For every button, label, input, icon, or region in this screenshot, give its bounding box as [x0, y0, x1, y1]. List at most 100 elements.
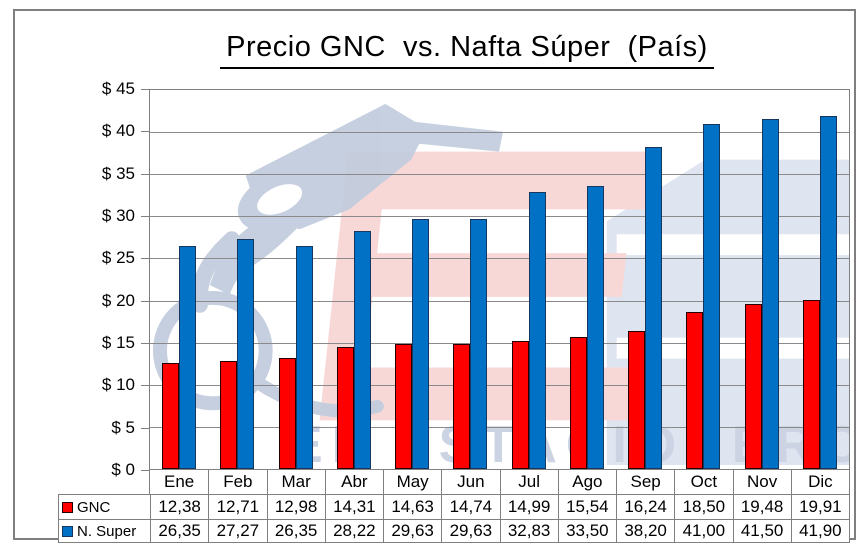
table-value-cell: 26,35	[150, 520, 208, 542]
table-value-cell: 18,50	[674, 495, 732, 519]
bar-gnc-oct	[686, 312, 704, 469]
y-axis-tick-mark	[141, 300, 149, 302]
y-axis-tick-label: $ 10	[101, 375, 135, 395]
table-value-cell: 33,50	[557, 520, 616, 542]
month-header-row: Ene Feb Mar Abr May Jun Jul Ago Sep Oct Nov Dic	[149, 470, 850, 494]
gridline	[150, 300, 849, 302]
table-value-cell: 14,63	[383, 495, 441, 519]
y-axis-tick-label: $ 20	[101, 290, 135, 310]
y-axis-tick-label: $ 15	[101, 333, 135, 352]
y-axis-tick-mark	[141, 216, 149, 217]
bar-group-mar	[267, 90, 325, 469]
y-axis-tick-label: $ 25	[101, 248, 135, 268]
bar-group-jun	[441, 90, 499, 469]
table-value-cell: 41,90	[790, 520, 849, 542]
bar-nsuper-oct	[703, 124, 721, 469]
gridline	[150, 426, 849, 428]
y-axis-tick-label: $ 45	[101, 79, 135, 98]
month-header-cell: Feb	[208, 470, 266, 494]
gridline	[150, 342, 849, 344]
table-value-cell: 26,35	[266, 520, 325, 542]
bar-group-oct	[674, 90, 732, 469]
legend-swatch-gnc	[62, 501, 73, 513]
bar-gnc-jul	[511, 341, 529, 469]
table-value-cell: 41,00	[674, 520, 732, 542]
y-axis-tick-label: $ 35	[101, 163, 135, 183]
table-value-cell: 15,54	[557, 495, 616, 519]
bar-nsuper-dic	[819, 116, 837, 469]
table-row-gnc: GNC 12,38 12,71 12,98 14,31 14,63 14,74 14,99 15…	[58, 494, 850, 519]
bar-gnc-nov	[744, 304, 762, 469]
y-axis-tick-mark	[141, 427, 149, 429]
legend-swatch-nsuper	[62, 525, 73, 537]
bar-group-dic	[791, 90, 849, 469]
gridline	[150, 384, 849, 386]
chart-frame: Precio GNC vs. Nafta Súper (País) $ 45 $ …	[13, 9, 856, 543]
bars-layer	[150, 90, 849, 469]
bar-nsuper-feb	[237, 239, 255, 469]
bar-group-may	[383, 90, 441, 469]
table-value-cell: 41,50	[732, 520, 791, 542]
y-axis-tick-label: $ 40	[101, 121, 135, 141]
table-value-cell: 14,99	[499, 495, 558, 519]
table-row-label: N. Super	[59, 520, 150, 542]
bar-nsuper-ene	[179, 246, 197, 469]
gridline	[150, 216, 849, 218]
bar-nsuper-jul	[528, 192, 546, 469]
y-axis-tick-label: $ 30	[101, 206, 135, 225]
bar-group-ago	[558, 90, 616, 469]
bar-gnc-sep	[628, 331, 646, 469]
month-header-cell: Ago	[557, 470, 616, 494]
bar-gnc-ene	[162, 363, 180, 469]
month-header-cell: Nov	[732, 470, 791, 494]
bar-gnc-dic	[802, 300, 820, 469]
plot-area: EL ESTACIONERO	[149, 89, 850, 470]
table-value-cell: 14,31	[324, 495, 383, 519]
y-axis-tick-mark	[141, 470, 149, 471]
bar-group-nov	[733, 90, 791, 469]
bar-nsuper-mar	[295, 246, 313, 469]
bar-nsuper-jun	[470, 219, 488, 469]
y-axis-tick-mark	[141, 258, 149, 260]
bar-gnc-may	[395, 344, 413, 469]
table-value-cell: 16,24	[616, 495, 674, 519]
gridline	[150, 258, 849, 260]
y-axis-tick-mark	[141, 131, 149, 133]
chart-title: Precio GNC vs. Nafta Súper (País)	[115, 31, 819, 69]
table-value-cell: 27,27	[208, 520, 266, 542]
table-value-cell: 19,48	[732, 495, 791, 519]
month-header-cell: Sep	[616, 470, 674, 494]
bar-gnc-jun	[453, 344, 471, 469]
y-axis-tick-mark	[141, 89, 149, 90]
month-header-cell: May	[383, 470, 441, 494]
table-value-cell: 14,74	[441, 495, 499, 519]
gridline	[150, 174, 849, 176]
table-value-cell: 12,71	[208, 495, 266, 519]
table-value-cell: 38,20	[616, 520, 674, 542]
bar-nsuper-ago	[586, 186, 604, 469]
bar-nsuper-sep	[645, 147, 663, 469]
month-header-cell: Dic	[790, 470, 849, 494]
month-header-cell: Mar	[266, 470, 325, 494]
y-axis-tick-label: $ 0	[111, 460, 135, 479]
bar-group-feb	[208, 90, 266, 469]
table-value-cell: 12,38	[150, 495, 208, 519]
month-header-cell: Ene	[164, 472, 195, 491]
bar-nsuper-nov	[761, 119, 779, 469]
bar-group-abr	[325, 90, 383, 469]
y-axis-tick-mark	[141, 173, 149, 175]
bar-gnc-ago	[569, 337, 587, 469]
month-header-cell: Abr	[324, 470, 383, 494]
y-axis-tick-mark	[141, 343, 149, 344]
bar-group-sep	[616, 90, 674, 469]
bar-gnc-abr	[336, 347, 354, 469]
gridline	[150, 132, 849, 134]
series-name: N. Super	[77, 522, 137, 540]
table-value-cell: 32,83	[499, 520, 558, 542]
month-header-cell: Jul	[499, 470, 558, 494]
table-value-cell: 12,98	[266, 495, 325, 519]
bar-group-ene	[150, 90, 208, 469]
table-value-cell: 29,63	[441, 520, 499, 542]
table-value-cell: 19,91	[790, 495, 849, 519]
bar-nsuper-abr	[353, 231, 371, 469]
